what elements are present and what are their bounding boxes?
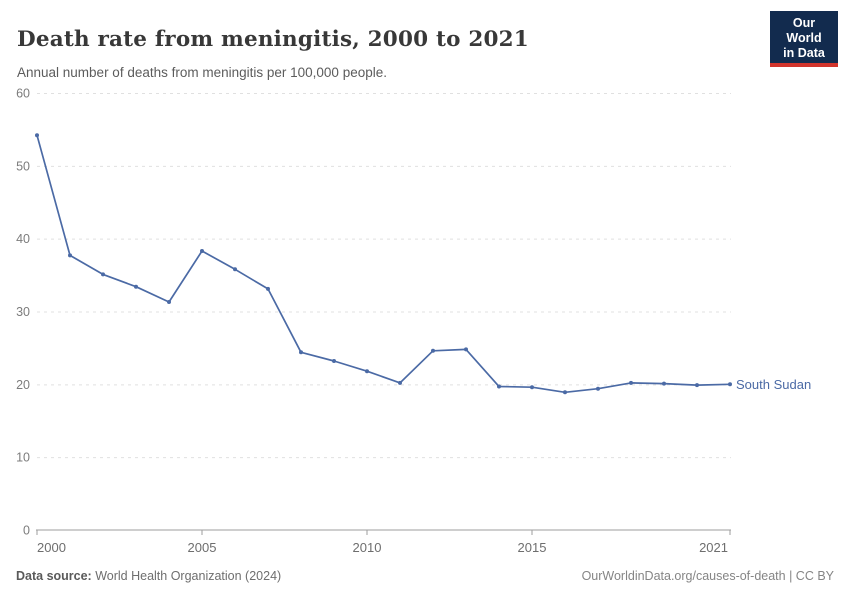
y-tick-label: 0 <box>23 524 30 538</box>
data-point[interactable] <box>431 348 435 353</box>
series-line[interactable] <box>36 134 731 394</box>
data-point[interactable] <box>365 369 369 374</box>
owid-logo-line1: Our World <box>786 16 822 45</box>
x-tick-label: 2021 <box>699 540 728 555</box>
data-point[interactable] <box>464 347 468 352</box>
x-tick-label: 2010 <box>353 540 382 555</box>
data-point[interactable] <box>167 300 171 304</box>
datasource-value: World Health Organization (2024) <box>91 569 282 583</box>
series-entity-label[interactable]: South Sudan <box>736 377 812 392</box>
y-tick-label: 10 <box>16 451 30 465</box>
data-point[interactable] <box>134 284 138 289</box>
data-point[interactable] <box>728 382 732 387</box>
datasource-note: Data source: World Health Organization (… <box>16 569 281 583</box>
owid-logo-line2: in Data <box>783 45 825 60</box>
y-tick-label: 20 <box>16 378 30 392</box>
y-tick-label: 40 <box>16 232 30 246</box>
data-point[interactable] <box>530 385 534 390</box>
data-point[interactable] <box>35 133 39 138</box>
y-tick-label: 30 <box>16 305 30 319</box>
data-point[interactable] <box>695 383 699 388</box>
data-point[interactable] <box>233 267 237 272</box>
data-point[interactable] <box>68 253 72 258</box>
x-tick-label: 2005 <box>188 540 217 555</box>
x-tick-label: 2000 <box>37 540 66 555</box>
chart-subtitle: Annual number of deaths from meningitis … <box>17 64 387 80</box>
chart-title: Death rate from meningitis, 2000 to 2021 <box>17 27 529 53</box>
datasource-label: Data source: <box>16 569 92 583</box>
data-point[interactable] <box>200 249 204 253</box>
x-tick-label: 2015 <box>518 540 547 555</box>
data-point[interactable] <box>662 381 666 386</box>
data-point[interactable] <box>596 386 600 391</box>
owid-logo[interactable]: Our World in Data <box>770 11 838 68</box>
data-point[interactable] <box>398 380 402 385</box>
y-tick-label: 50 <box>16 159 30 173</box>
data-point[interactable] <box>299 350 303 355</box>
data-point[interactable] <box>563 390 567 395</box>
credit-link[interactable]: OurWorldinData.org/causes-of-death | CC … <box>581 569 834 583</box>
data-point[interactable] <box>497 384 501 389</box>
data-point[interactable] <box>101 272 105 277</box>
data-point[interactable] <box>629 380 633 385</box>
data-point[interactable] <box>332 359 336 363</box>
data-point[interactable] <box>266 286 270 291</box>
y-tick-label: 60 <box>16 87 30 101</box>
